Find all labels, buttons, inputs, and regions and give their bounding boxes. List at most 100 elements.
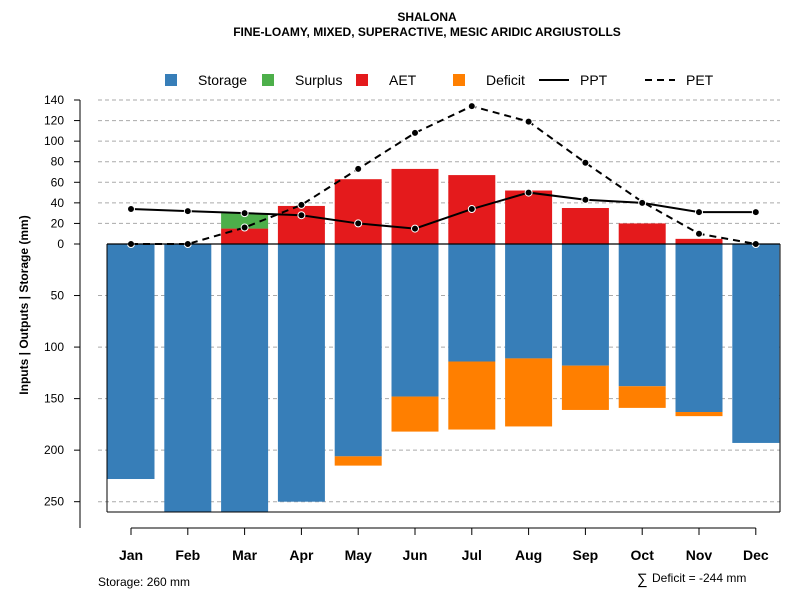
- ppt-point: [751, 208, 760, 217]
- legend-entry: Deficit: [453, 72, 525, 88]
- legend-label: Storage: [198, 72, 247, 88]
- ppt-point: [183, 207, 192, 216]
- y-tick-label: 250: [44, 495, 64, 509]
- axes: 0 20 40 60 80 100 120 140 50 100 150 200 250 Jan Feb Ma…: [44, 93, 781, 563]
- aet-bar: [391, 168, 439, 244]
- deficit-bar: [618, 386, 666, 408]
- ppt-point: [127, 205, 135, 214]
- x-tick-label: Jul: [462, 547, 482, 563]
- deficit-bar: [561, 365, 609, 410]
- pet-point: [467, 102, 476, 111]
- legend-swatch: [262, 74, 274, 86]
- ppt-point: [411, 224, 419, 233]
- x-tick-label: Aug: [515, 547, 542, 563]
- aet-bar: [561, 208, 609, 244]
- y-tick-label: 40: [51, 196, 65, 210]
- y-tick-label: 140: [44, 93, 64, 107]
- bars: [107, 168, 780, 512]
- ppt-point: [638, 198, 647, 207]
- ppt-point: [695, 208, 703, 217]
- storage-bar: [675, 244, 723, 413]
- x-tick-label: Dec: [743, 547, 769, 563]
- storage-bar: [618, 244, 666, 387]
- pet-point: [695, 229, 703, 238]
- x-tick-label: Mar: [232, 547, 257, 563]
- pet-point: [297, 200, 306, 209]
- storage-bar: [334, 244, 382, 457]
- x-tick-label: Jun: [403, 547, 428, 563]
- storage-bar: [391, 244, 439, 397]
- y-tick-label: 150: [44, 392, 64, 406]
- deficit-bar: [675, 412, 723, 417]
- pet-point: [581, 158, 590, 167]
- surplus-bar: [221, 213, 269, 229]
- aet-bar: [675, 238, 723, 244]
- x-tick-label: Sep: [573, 547, 599, 563]
- storage-bar: [732, 244, 780, 443]
- sum-icon: ∑: [637, 571, 648, 588]
- storage-bar: [448, 244, 496, 362]
- storage-bar: [505, 244, 553, 359]
- pet-point: [240, 223, 249, 232]
- legend-label: AET: [389, 72, 417, 88]
- storage-bar: [164, 244, 212, 512]
- y-axis-label: Inputs | Outputs | Storage (mm): [17, 215, 31, 394]
- ppt-point: [240, 209, 249, 218]
- pet-point: [354, 164, 363, 173]
- legend-label: Surplus: [295, 72, 342, 88]
- legend-label: PET: [686, 72, 714, 88]
- aet-bar: [334, 179, 382, 244]
- deficit-bar: [391, 396, 439, 432]
- aet-bar: [618, 223, 666, 244]
- ppt-point: [524, 188, 533, 197]
- chart-title: SHALONA: [397, 10, 457, 24]
- aet-bar: [505, 190, 553, 244]
- gridlines: [98, 99, 780, 503]
- deficit-bar: [448, 361, 496, 430]
- footer-storage: Storage: 260 mm: [98, 575, 190, 589]
- y-tick-label: 0: [57, 237, 64, 251]
- storage-bar: [221, 244, 269, 512]
- pet-point: [524, 117, 533, 126]
- legend-entry: Storage: [165, 72, 247, 88]
- y-tick-label: 50: [51, 289, 65, 303]
- storage-bar: [561, 244, 609, 366]
- legend-entry: PET: [645, 72, 714, 88]
- legend-label: PPT: [580, 72, 608, 88]
- ppt-line: [130, 191, 756, 230]
- legend-swatch: [453, 74, 465, 86]
- legend-swatch: [165, 74, 177, 86]
- legend-entry: AET: [356, 72, 417, 88]
- footer-deficit: Deficit = -244 mm: [652, 571, 746, 585]
- ppt-point: [354, 219, 363, 228]
- x-tick-label: May: [345, 547, 372, 563]
- pet-line: [131, 105, 756, 245]
- aet-bar: [221, 228, 269, 244]
- deficit-bar: [334, 456, 382, 466]
- pet-point: [411, 128, 419, 137]
- x-tick-label: Apr: [289, 547, 314, 563]
- x-tick-label: Oct: [631, 547, 655, 563]
- legend-entry: PPT: [539, 72, 608, 88]
- ppt-point: [297, 211, 306, 220]
- y-tick-label: 100: [44, 134, 64, 148]
- legend: Storage Surplus AET Deficit PPT PET: [165, 72, 714, 88]
- storage-bar: [277, 244, 325, 502]
- ppt-point: [467, 205, 476, 214]
- y-tick-label: 200: [44, 443, 64, 457]
- legend-swatch: [356, 74, 368, 86]
- x-tick-label: Feb: [175, 547, 200, 563]
- chart-subtitle: FINE-LOAMY, MIXED, SUPERACTIVE, MESIC AR…: [233, 25, 621, 39]
- legend-entry: Surplus: [262, 72, 342, 88]
- deficit-bar: [505, 358, 553, 427]
- ppt-point: [581, 195, 590, 204]
- x-tick-label: Jan: [119, 547, 143, 563]
- y-tick-label: 80: [51, 155, 65, 169]
- y-tick-label: 60: [51, 175, 65, 189]
- y-tick-label: 100: [44, 340, 64, 354]
- y-tick-label: 20: [51, 216, 65, 230]
- storage-bar: [107, 244, 155, 480]
- x-tick-label: Nov: [686, 547, 713, 563]
- legend-label: Deficit: [486, 72, 525, 88]
